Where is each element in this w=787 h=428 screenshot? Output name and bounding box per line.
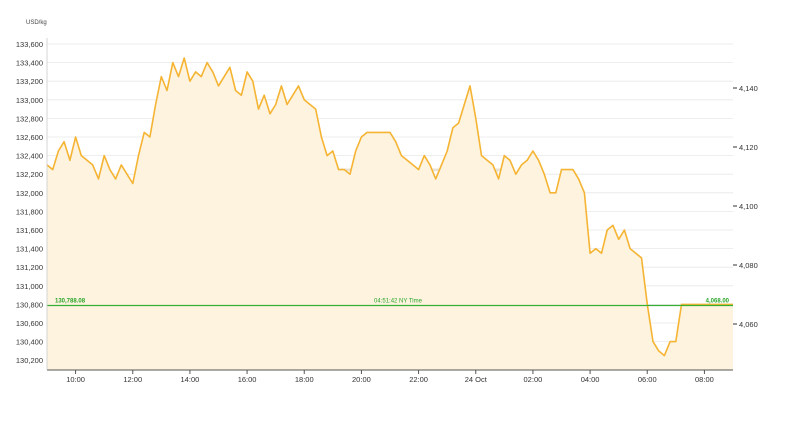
left-axis-tick-label: 132,600 bbox=[16, 133, 43, 142]
left-axis-tick-label: 130,600 bbox=[16, 319, 43, 328]
current-time-label: 04:51:42 NY Time bbox=[374, 299, 423, 305]
x-axis-tick-label: 10:00 bbox=[66, 375, 85, 384]
right-axis-tick-label: 4,140 bbox=[739, 84, 758, 93]
x-axis-ticks: 10:00 12:00 14:00 16:00 18:00 20:00 22:00 24 Oc… bbox=[66, 370, 714, 384]
left-axis-tick-label: 131,400 bbox=[16, 245, 43, 254]
left-axis-tick-label: 130,400 bbox=[16, 338, 43, 347]
x-axis-tick-label: 02:00 bbox=[524, 375, 543, 384]
right-axis-tick-label: 4,080 bbox=[739, 261, 758, 270]
current-price-right-label: 4,068.00 bbox=[706, 299, 730, 305]
left-axis-tick-label: 133,000 bbox=[16, 96, 43, 105]
left-axis-tick-label: 132,200 bbox=[16, 170, 43, 179]
x-axis-tick-label: 12:00 bbox=[123, 375, 142, 384]
left-axis-tick-label: 131,800 bbox=[16, 207, 43, 216]
left-axis-ticks: 133,600 133,400 133,200 133,000 132,800 132,6… bbox=[16, 40, 43, 365]
x-axis-tick-label: 22:00 bbox=[409, 375, 428, 384]
x-axis-tick-label: 06:00 bbox=[638, 375, 657, 384]
left-axis-tick-label: 132,800 bbox=[16, 114, 43, 123]
left-axis-tick-label: 131,600 bbox=[16, 226, 43, 235]
x-axis-tick-label: 14:00 bbox=[181, 375, 200, 384]
left-axis-tick-label: 130,800 bbox=[16, 300, 43, 309]
right-axis-tick-label: 4,120 bbox=[739, 143, 758, 152]
left-axis-tick-label: 133,400 bbox=[16, 59, 43, 68]
left-axis-tick-label: 131,200 bbox=[16, 263, 43, 272]
x-axis-tick-label: 18:00 bbox=[295, 375, 314, 384]
left-axis-tick-label: 132,400 bbox=[16, 152, 43, 161]
unit-label: USD/kg bbox=[26, 20, 47, 26]
x-axis-tick-label: 04:00 bbox=[581, 375, 600, 384]
right-axis-tick-label: 4,100 bbox=[739, 202, 758, 211]
price-line bbox=[46, 57, 733, 357]
left-axis-tick-label: 133,200 bbox=[16, 77, 43, 86]
left-axis-tick-label: 131,000 bbox=[16, 282, 43, 291]
x-axis-tick-label: 20:00 bbox=[352, 375, 371, 384]
left-axis-tick-label: 132,000 bbox=[16, 189, 43, 198]
left-axis-tick-label: 133,600 bbox=[16, 40, 43, 49]
right-axis-tick-label: 4,060 bbox=[739, 320, 758, 329]
x-axis-tick-label: 24 Oct bbox=[465, 375, 488, 384]
current-price-left-label: 130,788.08 bbox=[55, 299, 86, 305]
price-area-fill bbox=[47, 58, 733, 370]
x-axis-tick-label: 08:00 bbox=[695, 375, 714, 384]
left-axis-tick-label: 130,200 bbox=[16, 356, 43, 365]
x-axis-tick-label: 16:00 bbox=[238, 375, 257, 384]
right-axis-ticks: 4,140 4,120 4,100 4,080 4,060 bbox=[733, 84, 758, 329]
